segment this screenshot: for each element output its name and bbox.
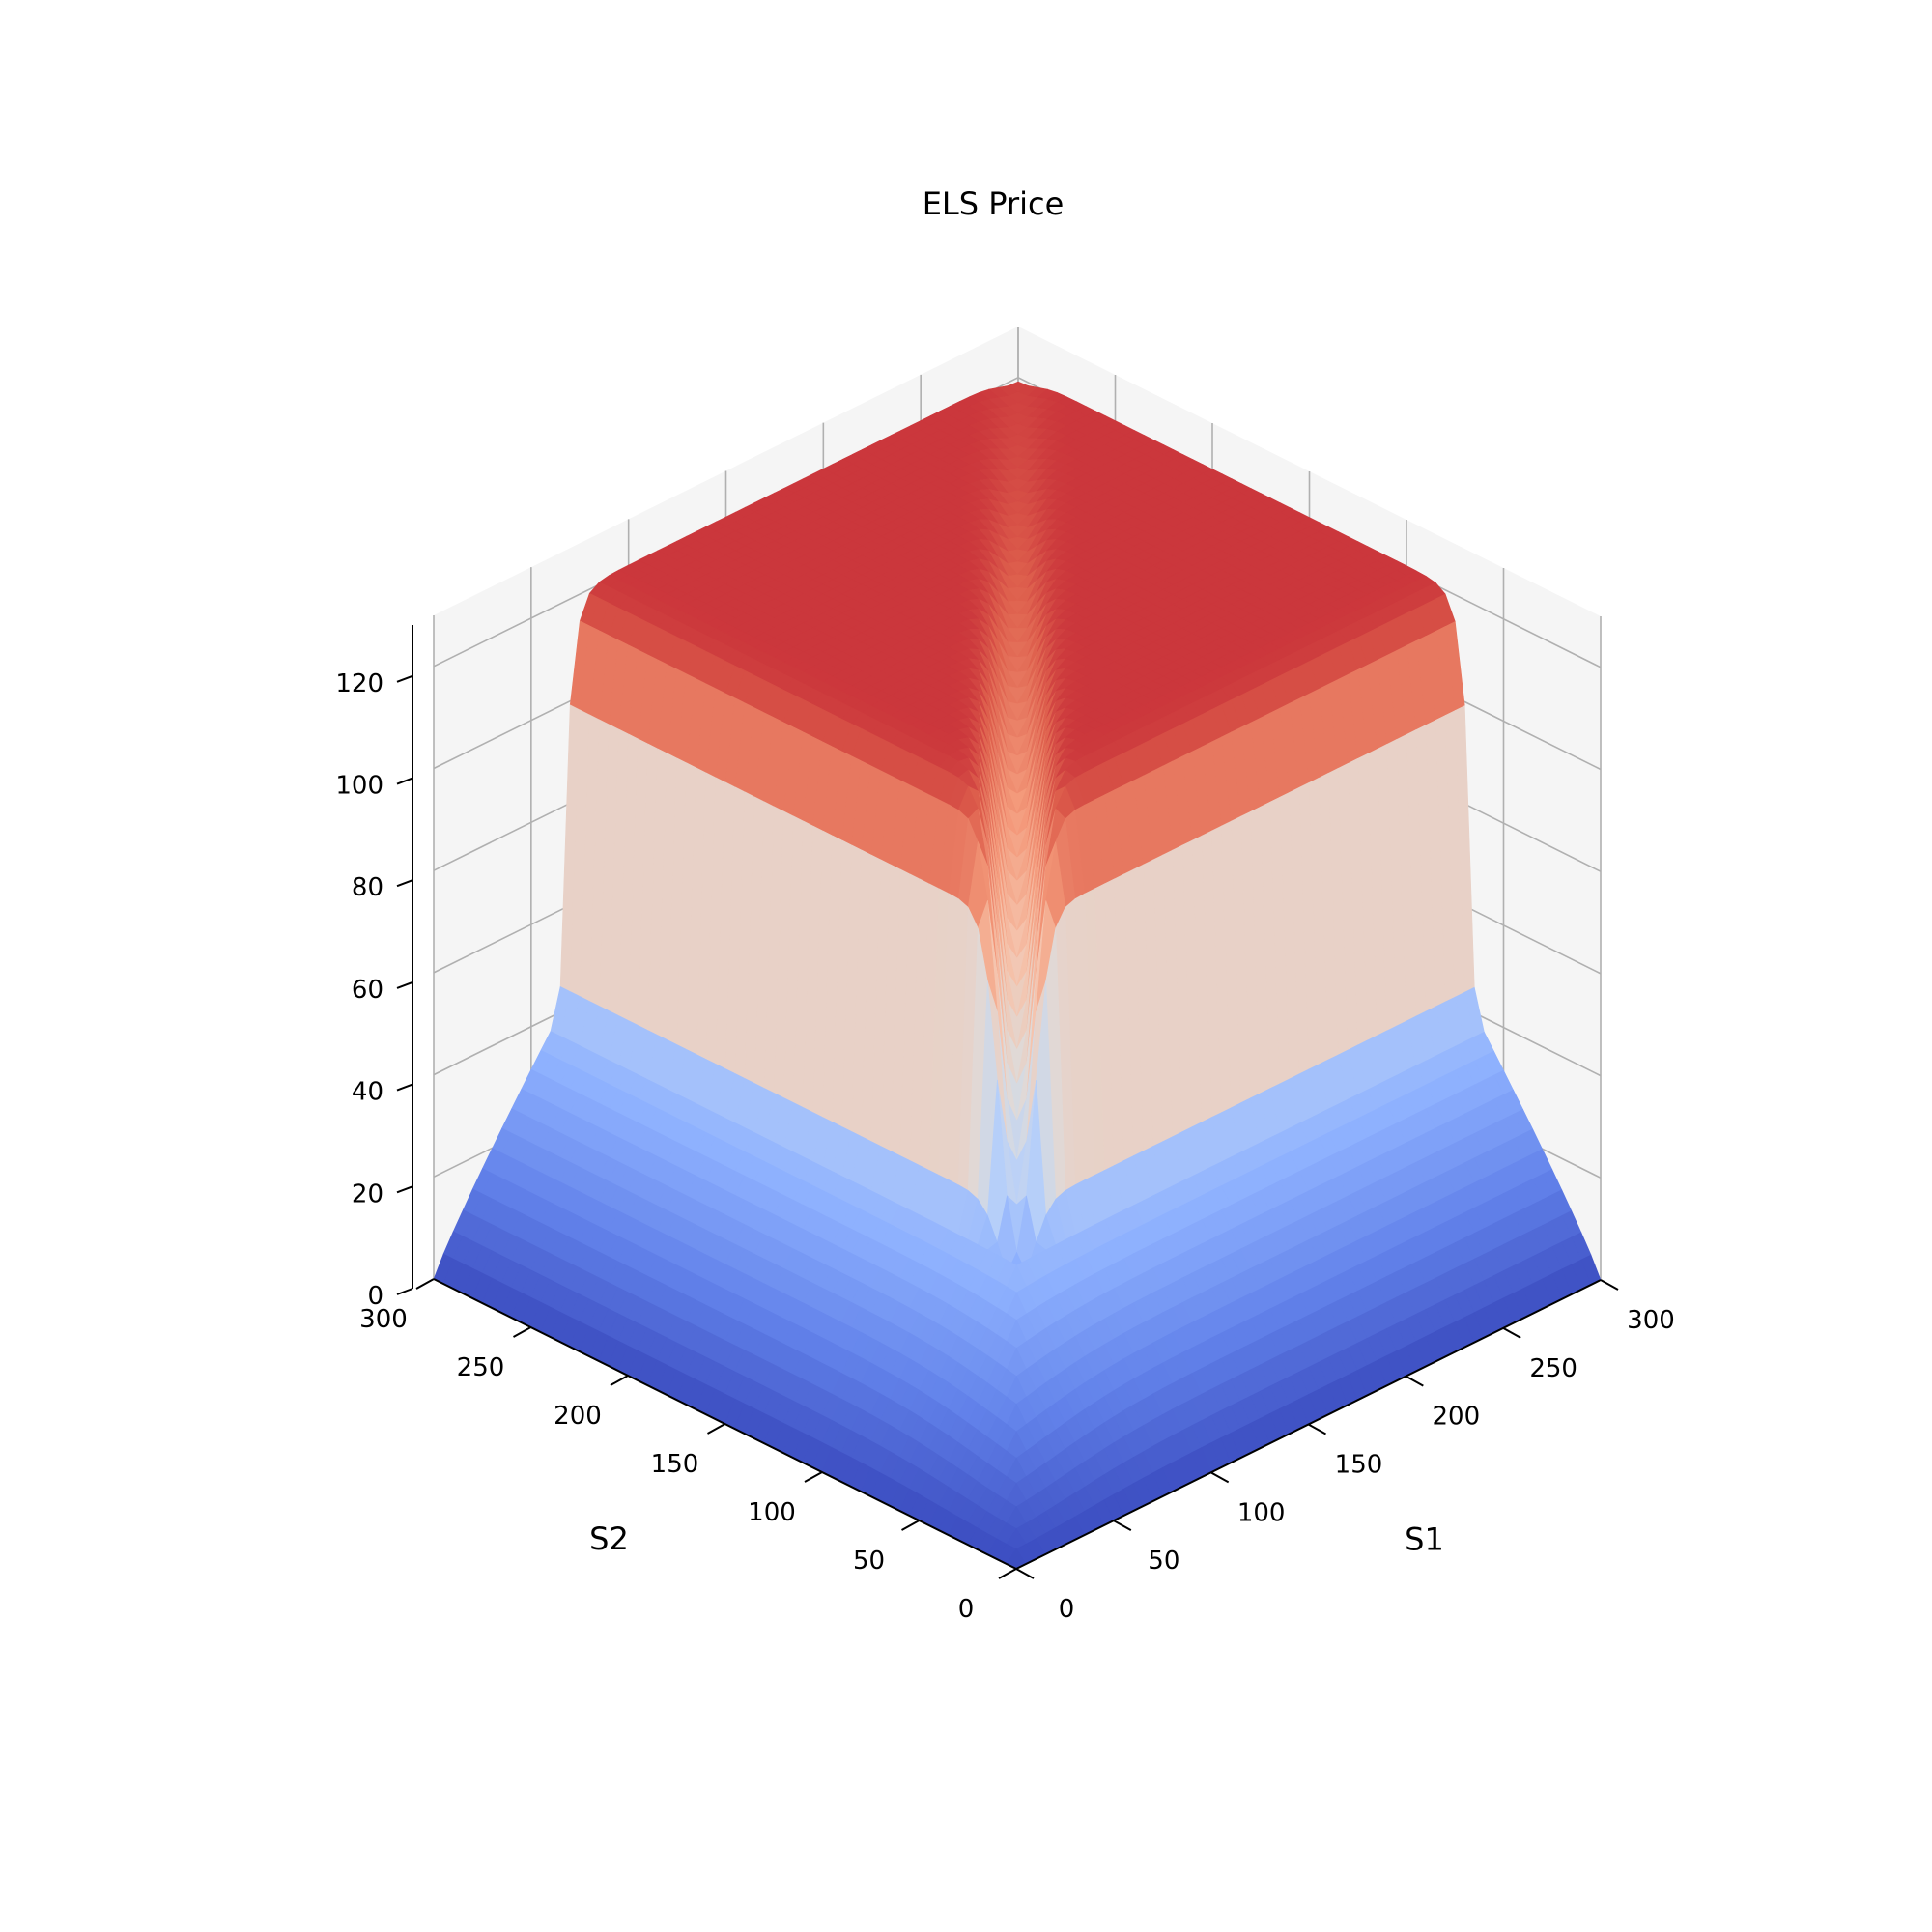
y-tick-label: 0: [958, 1595, 975, 1624]
y-tick-mark: [610, 1375, 629, 1386]
z-tick-label: 120: [335, 669, 384, 698]
y-tick-mark: [513, 1326, 531, 1338]
z-tick-mark: [396, 980, 413, 989]
y-tick-mark: [415, 1278, 435, 1290]
axis-lines: [396, 625, 1619, 1579]
z-tick-mark: [396, 777, 413, 785]
y-tick-mark: [804, 1471, 823, 1483]
x-tick-label: 0: [1059, 1595, 1075, 1624]
x-tick-mark: [1113, 1520, 1132, 1532]
x-tick-label: 250: [1529, 1354, 1577, 1383]
x-axis-label: S1: [1405, 1521, 1444, 1558]
x-tick-mark: [1308, 1423, 1326, 1435]
x-tick-mark: [1600, 1279, 1619, 1291]
y-axis-label: S2: [589, 1520, 629, 1557]
z-tick-mark: [396, 674, 413, 683]
y-tick-mark: [998, 1568, 1017, 1579]
y-tick-mark: [901, 1520, 920, 1531]
z-tick-label: 60: [352, 976, 384, 1005]
y-tick-label: 200: [554, 1402, 602, 1431]
tick-labels: 0501001502002503000501001502002503000204…: [335, 669, 1674, 1624]
x-tick-label: 200: [1433, 1403, 1481, 1432]
x-tick-label: 100: [1237, 1498, 1286, 1527]
y-tick-label: 100: [748, 1498, 796, 1527]
y-tick-label: 250: [457, 1353, 505, 1382]
z-tick-label: 40: [352, 1078, 384, 1107]
y-tick-label: 50: [853, 1547, 885, 1576]
y-tick-label: 300: [359, 1305, 408, 1334]
z-tick-label: 0: [367, 1282, 384, 1311]
x-tick-label: 50: [1148, 1547, 1179, 1576]
x-tick-label: 150: [1335, 1451, 1383, 1480]
x-tick-mark: [1502, 1326, 1521, 1339]
x-tick-mark: [1210, 1471, 1230, 1484]
z-tick-label: 100: [335, 772, 384, 801]
z-tick-mark: [396, 879, 413, 888]
z-tick-mark: [396, 1083, 413, 1092]
x-tick-mark: [1405, 1375, 1424, 1387]
z-tick-mark: [396, 1185, 413, 1194]
z-tick-label: 80: [352, 873, 384, 902]
z-tick-mark: [396, 1288, 413, 1295]
x-tick-mark: [1015, 1568, 1035, 1579]
chart-title: ELS Price: [923, 185, 1065, 222]
y-tick-label: 150: [651, 1450, 699, 1479]
surface-mesh: [433, 381, 1602, 1570]
y-tick-mark: [707, 1423, 725, 1435]
x-tick-label: 300: [1627, 1306, 1675, 1335]
z-tick-label: 20: [352, 1179, 384, 1208]
